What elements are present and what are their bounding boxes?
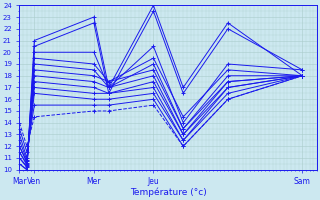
X-axis label: Température (°c): Température (°c) bbox=[130, 188, 207, 197]
